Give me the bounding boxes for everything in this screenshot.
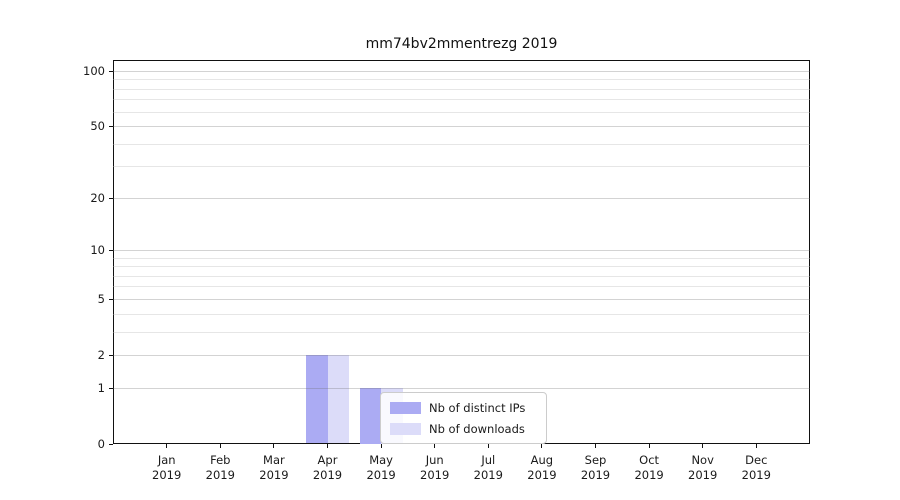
y-grid-minor-line: [113, 143, 810, 145]
legend: Nb of distinct IPs Nb of downloads: [380, 392, 547, 444]
x-tick-mark: [327, 443, 328, 448]
y-tick-mark: [109, 197, 113, 199]
x-tick-mark: [166, 443, 168, 448]
y-tick-label: 100: [83, 63, 105, 78]
y-grid-minor-line: [113, 331, 810, 333]
y-tick-label: 0: [97, 436, 105, 451]
y-grid-major-line: [113, 298, 810, 300]
x-tick-mark: [380, 443, 382, 448]
x-tick-label: Aug 2019: [527, 452, 557, 482]
y-tick-label: 10: [90, 242, 105, 257]
x-tick-mark: [648, 443, 650, 448]
x-tick-mark: [487, 443, 489, 448]
y-tick-mark: [109, 70, 113, 72]
legend-item-downloads: Nb of downloads: [390, 420, 537, 437]
bar-may-distinct-ips: [359, 387, 382, 444]
y-grid-minor-line: [113, 166, 810, 168]
legend-item-distinct-ips: Nb of distinct IPs: [390, 399, 537, 416]
x-tick-label: Nov 2019: [688, 452, 718, 482]
x-tick-mark: [434, 443, 436, 448]
y-tick-mark: [109, 354, 113, 356]
y-tick-label: 2: [97, 347, 105, 362]
bar-apr-downloads: [327, 354, 349, 444]
x-tick-label: Oct 2019: [634, 452, 664, 482]
y-grid-minor-line: [113, 275, 810, 277]
y-grid-major-line: [113, 126, 810, 128]
x-tick-label: Mar 2019: [259, 452, 289, 482]
legend-label-downloads: Nb of downloads: [429, 421, 525, 436]
y-tick-label: 5: [97, 291, 105, 306]
x-tick-label: Apr 2019: [312, 452, 343, 482]
x-tick-mark: [273, 443, 275, 448]
legend-swatch-distinct-ips-icon: [390, 401, 421, 414]
y-grid-minor-line: [113, 111, 810, 113]
x-tick-label: Jul 2019: [473, 452, 503, 482]
y-grid-minor-line: [113, 266, 810, 268]
x-tick-label: Jan 2019: [152, 452, 182, 482]
bar-apr-distinct-ips: [306, 354, 328, 444]
y-grid-major-line: [113, 197, 810, 199]
y-grid-major-line: [113, 354, 810, 356]
x-tick-mark: [219, 443, 221, 448]
y-grid-major-line: [113, 387, 810, 389]
x-tick-label: Dec 2019: [741, 452, 771, 482]
plot-area: [113, 60, 810, 444]
x-tick-mark: [595, 443, 596, 448]
y-tick-label: 20: [90, 190, 105, 205]
x-tick-label: Jun 2019: [420, 452, 450, 482]
y-grid-major-line: [113, 249, 810, 251]
y-tick-mark: [109, 387, 113, 389]
y-grid-minor-line: [113, 79, 810, 81]
y-tick-label: 50: [90, 119, 105, 134]
legend-label-distinct-ips: Nb of distinct IPs: [429, 400, 526, 415]
x-tick-label: Feb 2019: [205, 452, 235, 482]
y-grid-minor-line: [113, 88, 810, 90]
x-tick-mark: [702, 443, 704, 448]
y-tick-mark: [109, 126, 113, 128]
x-tick-label: Sep 2019: [580, 452, 611, 482]
y-grid-minor-line: [113, 99, 810, 101]
x-tick-mark: [755, 443, 757, 448]
x-tick-mark: [541, 443, 543, 448]
y-grid-minor-line: [113, 313, 810, 315]
y-tick-mark: [109, 443, 113, 445]
y-tick-mark: [109, 249, 113, 251]
y-grid-minor-line: [113, 286, 810, 288]
y-grid-minor-line: [113, 257, 810, 259]
x-tick-label: May 2019: [366, 452, 396, 482]
chart-title: mm74bv2mmentrezg 2019: [365, 36, 558, 52]
legend-swatch-downloads-icon: [390, 422, 421, 435]
y-grid-major-line: [113, 70, 810, 72]
y-tick-mark: [109, 298, 113, 300]
y-tick-label: 1: [97, 380, 105, 395]
